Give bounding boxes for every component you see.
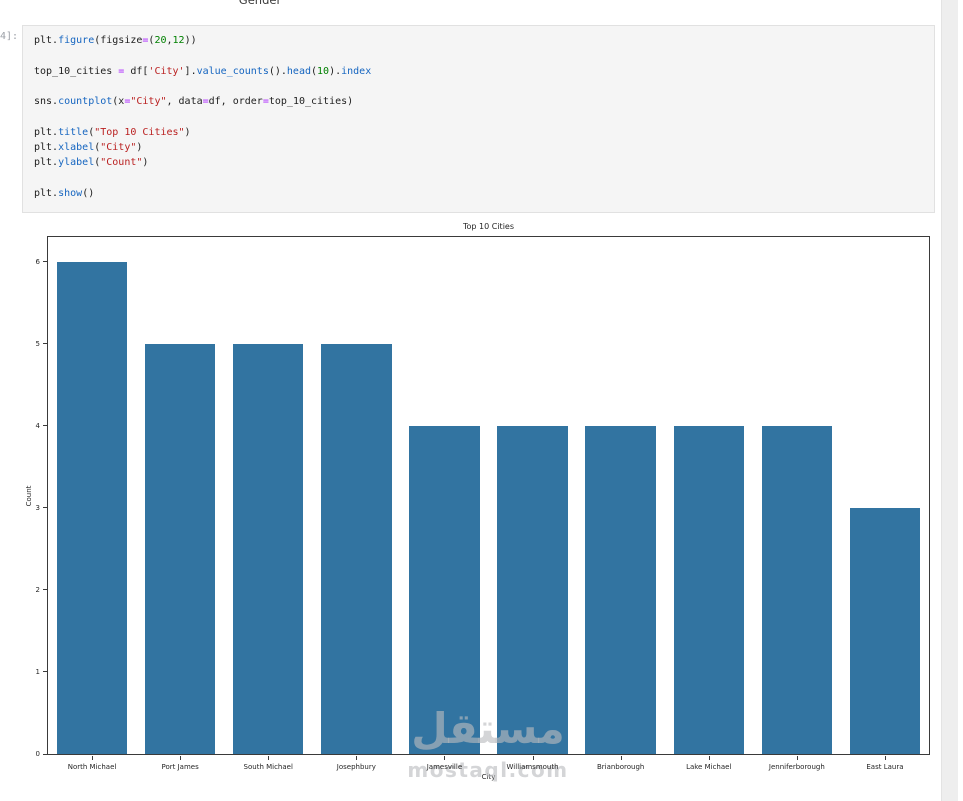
bar-williamsmouth xyxy=(497,425,568,754)
code-line: sns.countplot(x="City", data=df, order=t… xyxy=(34,96,354,108)
y-tick-mark xyxy=(43,753,47,755)
previous-chart-xlabel: Gender xyxy=(238,0,282,7)
bar-josephbury xyxy=(321,343,392,754)
x-tick-mark xyxy=(268,756,270,760)
y-tick-mark xyxy=(43,671,47,673)
y-tick-label: 5 xyxy=(35,339,40,348)
bar-north-michael xyxy=(56,261,128,754)
x-tick-mark xyxy=(180,756,182,760)
x-tick-label: Jamesville xyxy=(426,763,463,771)
x-tick-mark xyxy=(356,756,358,760)
cell-input-prompt: 4]: xyxy=(0,31,16,42)
bar-jamesville xyxy=(409,425,480,754)
bar-jenniferborough xyxy=(761,425,833,754)
y-tick-label: 0 xyxy=(35,750,40,758)
x-tick-label: East Laura xyxy=(866,763,904,771)
code-line xyxy=(34,171,928,186)
y-tick-label: 3 xyxy=(35,503,40,512)
code-editor[interactable]: plt.figure(figsize=(20,12)) top_10_cities… xyxy=(34,33,928,201)
code-line: plt.figure(figsize=(20,12)) xyxy=(34,35,197,46)
x-tick-label: North Michael xyxy=(67,763,117,771)
x-tick-mark xyxy=(532,756,534,760)
y-tick-label: 2 xyxy=(35,585,40,594)
x-tick-mark xyxy=(884,756,886,760)
code-line: plt.xlabel("City") xyxy=(34,142,143,154)
code-line xyxy=(34,48,928,63)
axes: 0 1 2 3 4 5 6 North Michael Port James South Mich… xyxy=(36,236,930,771)
code-line xyxy=(34,109,928,124)
chart-title: Top 10 Cities xyxy=(462,222,515,231)
y-tick-mark xyxy=(43,589,47,591)
y-tick-mark xyxy=(43,507,47,509)
x-tick-mark xyxy=(444,756,446,760)
y-tick-label: 4 xyxy=(35,421,40,430)
x-tick-mark xyxy=(620,756,622,760)
x-tick-mark xyxy=(708,756,710,760)
vertical-scrollbar[interactable] xyxy=(941,0,958,801)
code-line: top_10_cities = df['City'].value_counts(… xyxy=(34,65,372,77)
x-tick-label: Jenniferborough xyxy=(768,763,825,771)
bar-port-james xyxy=(144,343,216,754)
y-tick-label: 1 xyxy=(35,667,40,676)
code-cell[interactable]: plt.figure(figsize=(20,12)) top_10_cities… xyxy=(22,25,935,213)
x-tick-label: Williamsmouth xyxy=(506,763,559,771)
code-line xyxy=(34,79,928,94)
x-tick-label: Brianborough xyxy=(596,763,645,771)
x-tick-mark xyxy=(92,756,94,760)
code-line: plt.show() xyxy=(34,187,95,199)
x-tick-label: Josephbury xyxy=(336,763,376,771)
y-tick-mark xyxy=(43,343,47,345)
chart-figure: Top 10 Cities 0 1 2 3 4 5 6 North Michael Port J… xyxy=(0,216,941,801)
bar-lake-michael xyxy=(673,425,744,754)
x-axis-label: City xyxy=(481,773,496,781)
bar-brianborough xyxy=(585,425,656,754)
bar-south-michael xyxy=(233,343,304,754)
code-line: plt.ylabel("Count") xyxy=(34,157,149,169)
y-tick-mark xyxy=(43,425,47,427)
y-tick-mark xyxy=(43,261,47,263)
x-tick-label: Port James xyxy=(161,763,199,771)
x-tick-label: South Michael xyxy=(243,763,293,771)
x-tick-mark xyxy=(796,756,798,760)
code-line: plt.title("Top 10 Cities") xyxy=(34,126,191,138)
bar-east-laura xyxy=(849,507,921,754)
x-tick-label: Lake Michael xyxy=(686,763,732,771)
y-tick-label: 6 xyxy=(35,257,40,266)
